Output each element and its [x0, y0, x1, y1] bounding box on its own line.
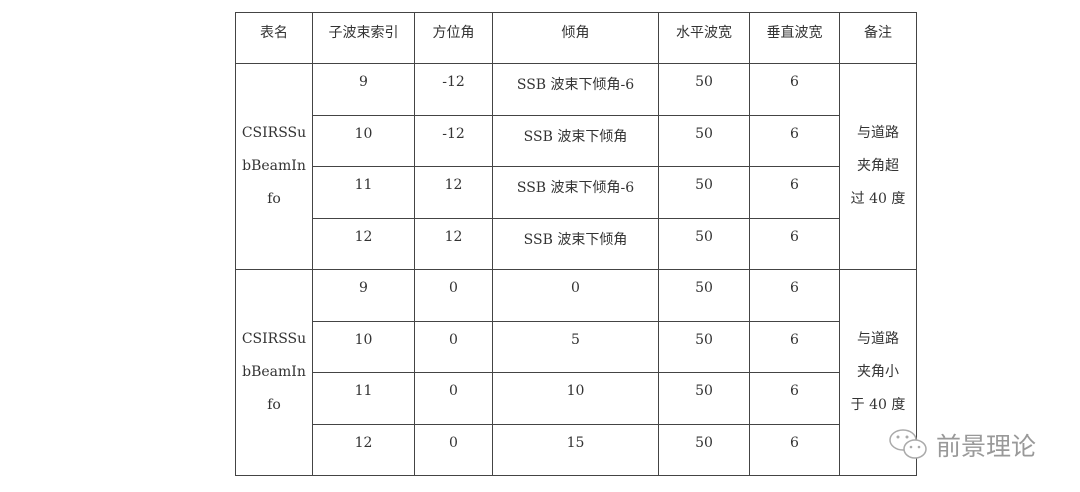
- note-cell: 与道路夹角小于 40 度: [839, 269, 917, 476]
- cell-v-width: 6: [749, 114, 840, 167]
- table-row: CSIRSSu bBeamIn fo 9 -12 SSB 波束下倾角-6 50 6 与道路 夹角超…: [235, 63, 917, 270]
- cell-h-width: 50: [658, 423, 750, 476]
- cell-azimuth: 0: [414, 423, 493, 476]
- cell-index: 12: [312, 217, 415, 270]
- table-row: 11 12 SSB 波束下倾角-6 50 6: [236, 166, 917, 219]
- watermark: 前景理论: [888, 427, 1036, 463]
- cell-tilt: SSB 波束下倾角: [492, 114, 659, 167]
- cell-v-width: 6: [749, 320, 840, 373]
- table-name-line: bBeamIn: [242, 364, 306, 380]
- cell-index: 11: [312, 166, 415, 219]
- cell-tilt: 0: [492, 269, 659, 322]
- table-row: 10 0 5 50 6: [236, 320, 917, 373]
- header-vertical-width: 垂直波宽: [749, 12, 840, 64]
- cell-azimuth: 12: [414, 166, 493, 219]
- header-horizontal-width: 水平波宽: [658, 12, 750, 64]
- table-row: 11 0 10 50 6: [236, 372, 917, 425]
- note-line: 夹角小: [857, 364, 899, 380]
- wechat-icon: [889, 429, 927, 459]
- table-name-line: bBeamIn: [242, 158, 306, 174]
- header-row: 表名 子波束索引 方位角 倾角 水平波宽 垂直波宽 备注: [235, 12, 917, 64]
- cell-tilt: 5: [492, 320, 659, 373]
- cell-index: 10: [312, 320, 415, 373]
- cell-tilt: 10: [492, 372, 659, 425]
- note-line: 与道路: [857, 331, 899, 347]
- watermark-text: 前景理论: [936, 432, 1037, 461]
- cell-index: 11: [312, 372, 415, 425]
- table-row: 12 0 15 50 6: [236, 423, 917, 476]
- cell-azimuth: -12: [414, 114, 493, 167]
- cell-index: 12: [312, 423, 415, 476]
- note-line: 夹角超: [857, 158, 899, 174]
- table-row: 10 -12 SSB 波束下倾角 50 6: [236, 114, 917, 167]
- table-row: 12 12 SSB 波束下倾角 50 6: [236, 217, 917, 270]
- cell-h-width: 50: [658, 372, 750, 425]
- table-row: CSIRSSu bBeamIn fo 9 0 0 50 6 与道路 夹角小于 40 度: [235, 269, 917, 476]
- cell-azimuth: -12: [414, 63, 493, 116]
- cell-tilt: SSB 波束下倾角-6: [492, 63, 659, 116]
- cell-tilt: SSB 波束下倾角-6: [492, 166, 659, 219]
- header-azimuth: 方位角: [414, 12, 493, 64]
- header-table-name: 表名: [235, 12, 313, 64]
- cell-v-width: 6: [749, 217, 840, 270]
- cell-azimuth: 12: [414, 217, 493, 270]
- cell-h-width: 50: [658, 114, 750, 167]
- table-name-line: fo: [267, 397, 281, 413]
- cell-index: 10: [312, 114, 415, 167]
- cell-azimuth: 0: [414, 372, 493, 425]
- note-line: 与道路: [857, 125, 899, 141]
- cell-h-width: 50: [658, 217, 750, 270]
- cell-v-width: 6: [749, 63, 840, 116]
- table-name-line: CSIRSSu: [241, 331, 307, 347]
- cell-azimuth: 0: [414, 269, 493, 322]
- note-cell: 与道路夹角超过 40 度: [839, 63, 917, 270]
- cell-v-width: 6: [749, 372, 840, 425]
- cell-index: 9: [312, 63, 415, 116]
- header-sub-beam-index: 子波束索引: [312, 12, 415, 64]
- cell-tilt: 15: [492, 423, 659, 476]
- table-name-cell: CSIRSSu bBeamIn fo: [235, 269, 313, 476]
- cell-h-width: 50: [658, 320, 750, 373]
- cell-v-width: 6: [749, 423, 840, 476]
- header-note: 备注: [839, 12, 917, 64]
- cell-azimuth: 0: [414, 320, 493, 373]
- cell-tilt: SSB 波束下倾角: [492, 217, 659, 270]
- cell-h-width: 50: [658, 63, 750, 116]
- cell-index: 9: [312, 269, 415, 322]
- cell-h-width: 50: [658, 166, 750, 219]
- table-name-line: fo: [267, 191, 281, 207]
- note-line: 于 40 度: [850, 397, 906, 413]
- cell-h-width: 50: [658, 269, 750, 322]
- header-tilt: 倾角: [492, 12, 659, 64]
- note-line: 过 40 度: [850, 191, 906, 207]
- cell-v-width: 6: [749, 269, 840, 322]
- cell-v-width: 6: [749, 166, 840, 219]
- table-name-line: CSIRSSu: [241, 125, 307, 141]
- beam-table: 表名 子波束索引 方位角 倾角 水平波宽 垂直波宽 备注 CSIRSSu bBea…: [235, 12, 917, 476]
- table-name-cell: CSIRSSu bBeamIn fo: [235, 63, 313, 270]
